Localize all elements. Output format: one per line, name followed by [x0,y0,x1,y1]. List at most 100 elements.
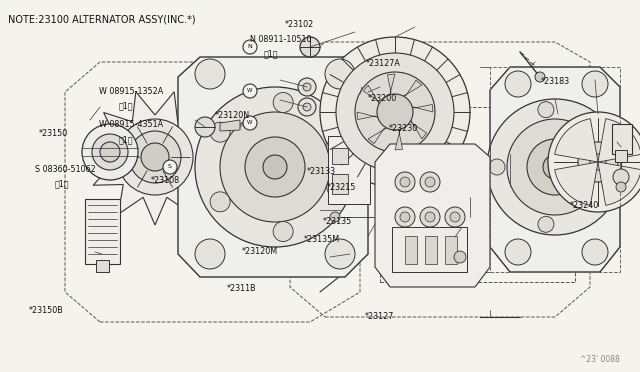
Circle shape [420,207,440,227]
Text: （1）: （1） [54,180,69,189]
Text: *23150: *23150 [38,129,68,138]
Polygon shape [490,67,620,272]
Circle shape [303,83,311,91]
Text: （1）: （1） [118,135,133,144]
Polygon shape [88,92,222,225]
Text: N 08911-10510: N 08911-10510 [250,35,311,44]
Circle shape [543,155,567,179]
Polygon shape [403,80,422,96]
Text: *23135: *23135 [323,217,353,226]
Polygon shape [357,112,378,119]
Text: （1）: （1） [264,49,278,58]
Text: *23240: *23240 [570,201,599,210]
Wedge shape [555,119,598,162]
Circle shape [298,78,316,96]
Circle shape [141,143,169,171]
Circle shape [590,154,606,170]
Text: *23230: *23230 [389,124,419,133]
Bar [392,227,467,272]
Circle shape [395,207,415,227]
Circle shape [582,71,608,97]
Text: S: S [168,164,172,170]
Circle shape [377,94,413,130]
Text: ^23' 0088: ^23' 0088 [580,355,620,364]
Polygon shape [387,74,395,95]
Circle shape [243,40,257,54]
Text: NOTE:23100 ALTERNATOR ASSY(INC.*): NOTE:23100 ALTERNATOR ASSY(INC.*) [8,14,196,24]
Circle shape [527,139,583,195]
Wedge shape [598,162,640,205]
Circle shape [336,53,454,171]
Text: W 08915-4351A: W 08915-4351A [99,120,163,129]
Bar [425,236,437,264]
Circle shape [420,172,440,192]
Circle shape [82,124,138,180]
Circle shape [548,112,640,212]
Circle shape [538,102,554,118]
Polygon shape [412,105,433,112]
Circle shape [505,239,531,265]
Circle shape [243,116,257,130]
Circle shape [273,93,293,112]
Circle shape [327,137,347,157]
Text: W: W [247,89,253,93]
Circle shape [613,169,629,185]
Circle shape [355,72,435,152]
Circle shape [117,119,193,195]
Circle shape [303,103,311,111]
Text: （1）: （1） [118,102,133,110]
Circle shape [425,212,435,222]
Bar [405,236,417,264]
Text: *23215: *23215 [326,183,356,192]
Circle shape [507,119,603,215]
Circle shape [400,177,410,187]
Circle shape [582,239,608,265]
Circle shape [273,221,293,241]
Bar [445,236,457,264]
Circle shape [163,160,177,174]
Polygon shape [368,128,387,144]
Circle shape [195,59,225,89]
Bar [332,148,348,164]
Bar [615,150,627,162]
Text: *23200: *23200 [368,94,397,103]
Circle shape [535,72,545,82]
Circle shape [195,117,215,137]
Circle shape [425,177,435,187]
Polygon shape [411,121,427,139]
Bar [612,124,632,154]
Text: *23120N: *23120N [214,111,250,120]
Circle shape [195,87,355,247]
Circle shape [220,112,330,222]
Text: *23127A: *23127A [366,60,401,68]
Circle shape [578,142,618,182]
Circle shape [489,159,505,175]
Text: *23183: *23183 [541,77,570,86]
Text: *23150B: *23150B [29,306,63,315]
Text: *2311B: *2311B [227,284,257,293]
Circle shape [395,172,415,192]
Wedge shape [598,119,640,162]
Circle shape [445,207,465,227]
Circle shape [602,177,618,193]
Bar [96,260,109,272]
Circle shape [320,37,470,187]
Circle shape [325,59,355,89]
Wedge shape [555,162,598,205]
Polygon shape [375,144,490,287]
Bar [332,174,348,194]
Circle shape [195,239,225,269]
Circle shape [129,131,181,183]
Circle shape [100,142,120,162]
Circle shape [245,137,305,197]
Text: *23135M: *23135M [304,235,340,244]
Text: *23127: *23127 [365,312,394,321]
Circle shape [454,251,466,263]
Circle shape [616,182,626,192]
Bar [380,107,575,282]
Circle shape [327,177,347,197]
Polygon shape [395,129,403,150]
Text: N: N [248,45,252,49]
Circle shape [487,99,623,235]
Text: *23108: *23108 [150,176,180,185]
